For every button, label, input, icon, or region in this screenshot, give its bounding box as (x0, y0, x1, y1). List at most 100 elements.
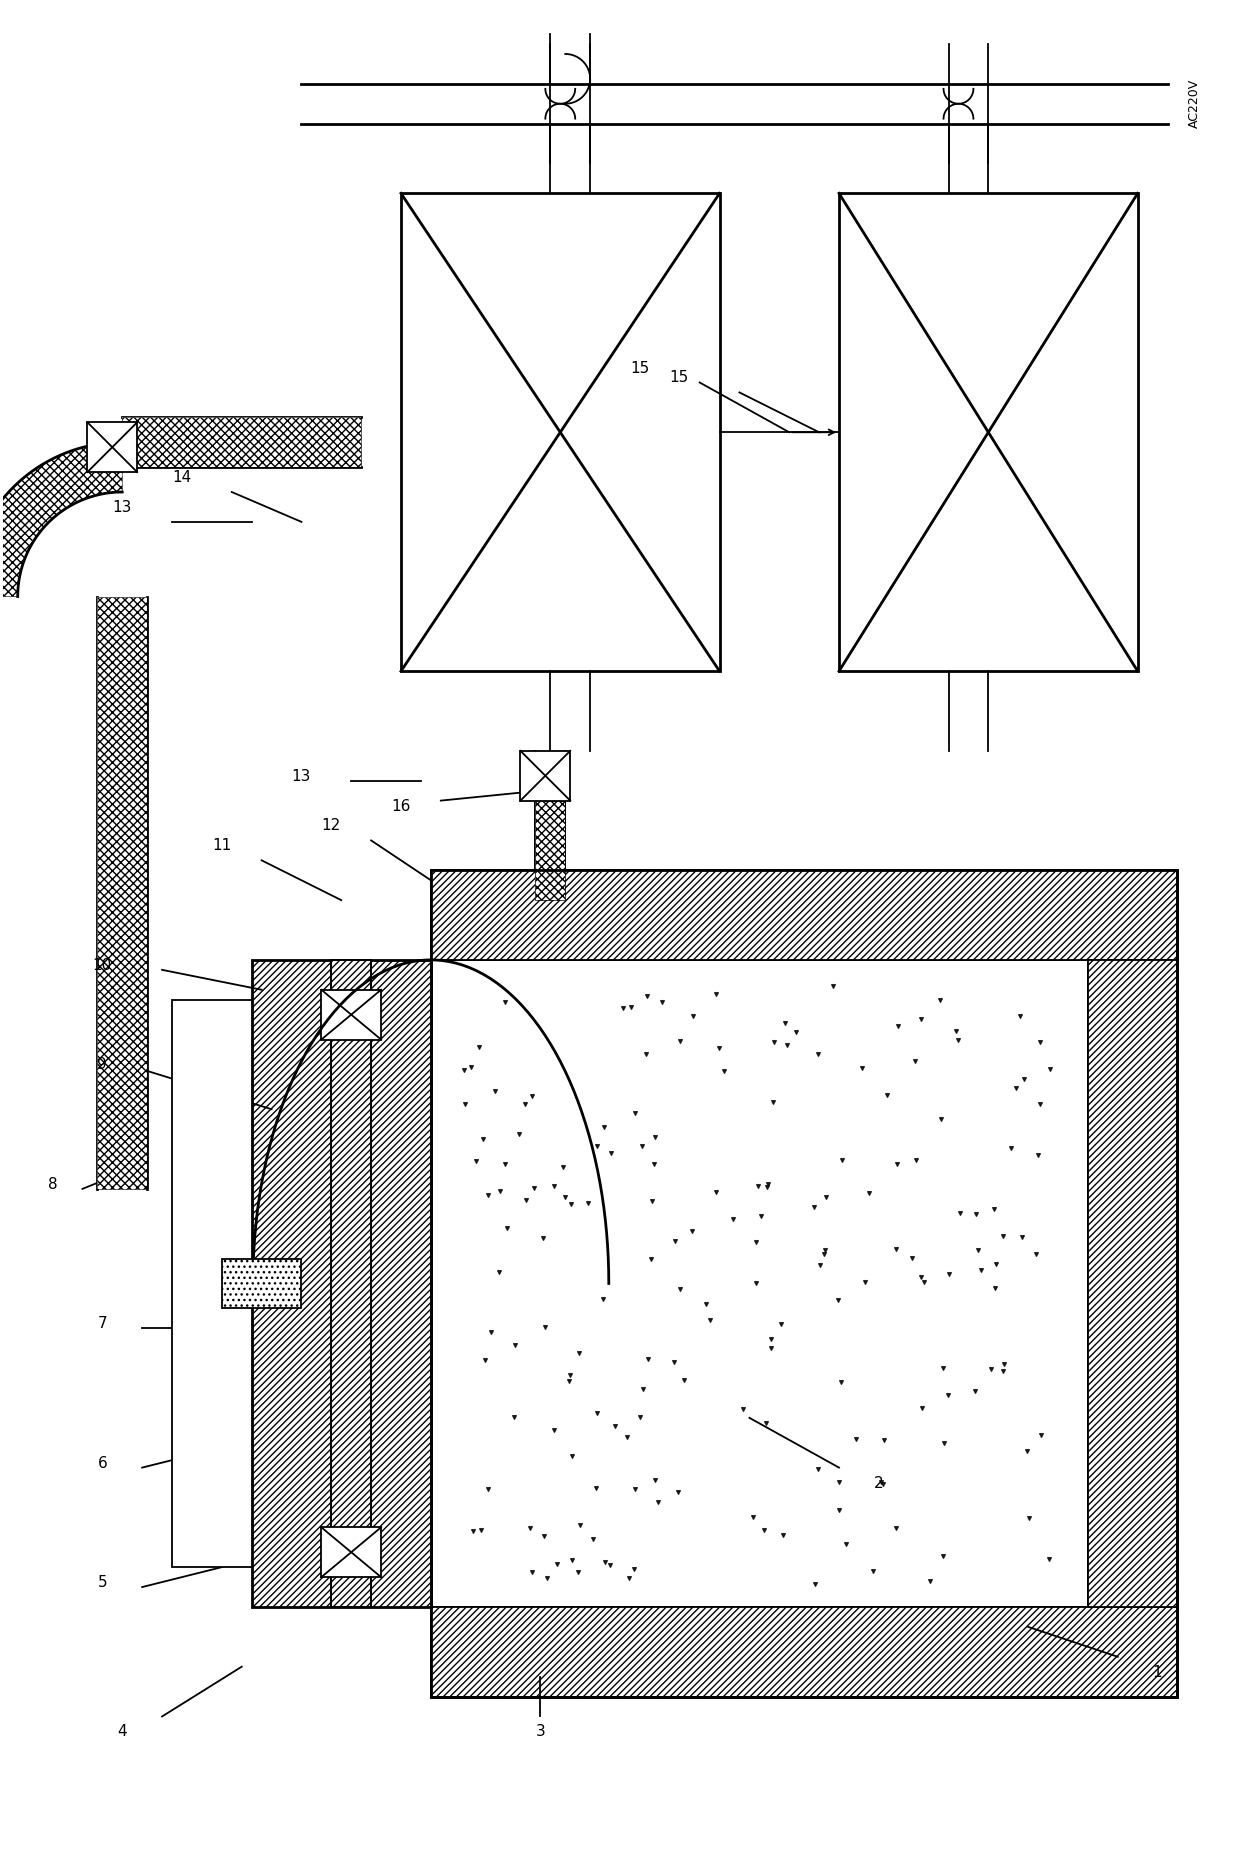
Point (489, 1257, 508, 1287)
Point (914, 1266, 934, 1296)
Point (723, 1204, 743, 1234)
Point (510, 1118, 529, 1148)
Point (815, 1236, 835, 1266)
Point (1025, 1238, 1045, 1268)
Point (830, 1494, 849, 1524)
Point (665, 1227, 684, 1257)
Point (786, 1017, 806, 1047)
Point (671, 1273, 691, 1303)
Point (486, 1075, 506, 1105)
Point (993, 1356, 1013, 1386)
Point (1030, 1090, 1050, 1120)
Point (986, 1273, 1006, 1303)
Point (544, 1171, 564, 1201)
Point (624, 1554, 644, 1584)
Point (763, 1086, 782, 1116)
Point (751, 1201, 771, 1230)
Point (805, 1569, 825, 1599)
Point (986, 1249, 1006, 1279)
Point (748, 1171, 768, 1201)
Point (652, 987, 672, 1017)
Point (888, 1010, 908, 1040)
Point (760, 1324, 780, 1354)
Point (940, 1259, 960, 1288)
Point (461, 1053, 481, 1083)
Point (517, 1186, 537, 1216)
Point (645, 1464, 665, 1494)
Point (874, 1425, 894, 1455)
Point (645, 1122, 665, 1152)
Point (1018, 1436, 1038, 1466)
Text: 10: 10 (93, 957, 112, 972)
Point (971, 1255, 991, 1285)
Text: 16: 16 (392, 798, 410, 813)
Point (913, 1393, 932, 1423)
Text: 4: 4 (118, 1724, 126, 1739)
Point (877, 1081, 897, 1111)
Point (965, 1376, 985, 1406)
Point (949, 1025, 968, 1055)
Point (1011, 1000, 1030, 1030)
Point (981, 1354, 1001, 1384)
Bar (222, 1259, 301, 1309)
Point (618, 1421, 637, 1451)
Point (1019, 1503, 1039, 1533)
Point (1040, 1055, 1060, 1085)
Point (472, 1124, 492, 1154)
Point (887, 1234, 906, 1264)
Point (756, 1172, 776, 1202)
Text: 8: 8 (48, 1176, 57, 1191)
Point (810, 1251, 830, 1281)
Point (804, 1191, 823, 1221)
Bar (321, 989, 381, 1040)
Point (584, 1524, 604, 1554)
Point (562, 1545, 582, 1575)
Text: 7: 7 (98, 1316, 107, 1331)
Point (1032, 1419, 1052, 1449)
Point (816, 1182, 836, 1212)
Point (455, 1088, 475, 1118)
Point (706, 980, 725, 1010)
Point (746, 1227, 766, 1257)
Text: 14: 14 (172, 469, 192, 484)
Point (495, 1150, 515, 1180)
Bar (331, 959, 371, 1606)
Point (562, 1189, 582, 1219)
Point (569, 1339, 589, 1369)
Point (481, 1316, 501, 1346)
Point (463, 1515, 482, 1545)
Point (595, 1546, 615, 1576)
Bar (331, 959, 371, 1606)
Point (621, 993, 641, 1023)
Point (755, 1515, 775, 1545)
Point (1006, 1073, 1025, 1103)
Point (870, 1466, 890, 1496)
Point (639, 1345, 658, 1374)
Point (683, 1000, 703, 1030)
Point (523, 1172, 543, 1202)
Point (594, 1113, 614, 1143)
Point (773, 1520, 792, 1550)
Point (636, 1040, 656, 1070)
Point (934, 1354, 954, 1384)
Point (649, 1487, 668, 1517)
Point (471, 1515, 491, 1545)
Point (1002, 1133, 1022, 1163)
Point (847, 1423, 867, 1453)
Point (522, 1081, 542, 1111)
Point (534, 1313, 554, 1343)
Bar (87, 423, 138, 471)
Point (764, 1027, 784, 1057)
Text: 3: 3 (536, 1724, 546, 1739)
Point (479, 1474, 498, 1503)
Bar (430, 1606, 1178, 1696)
Point (578, 1187, 598, 1217)
Point (983, 1193, 1003, 1223)
Point (1039, 1545, 1059, 1575)
Point (1030, 1027, 1050, 1057)
Point (946, 1017, 966, 1047)
Point (642, 1186, 662, 1216)
Point (562, 1442, 582, 1472)
Point (745, 1268, 765, 1298)
Point (823, 971, 843, 1000)
